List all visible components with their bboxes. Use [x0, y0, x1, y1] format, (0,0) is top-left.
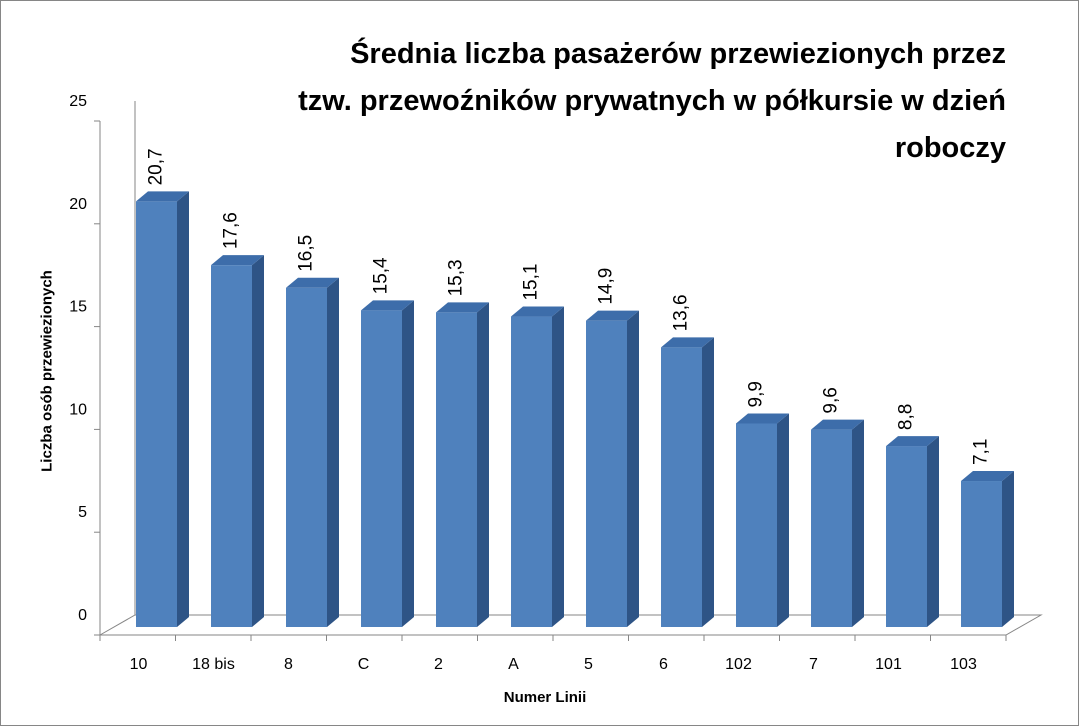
bar: [661, 347, 702, 627]
data-label: 15,4: [371, 257, 392, 294]
bar: [811, 429, 852, 627]
data-label: 17,6: [221, 212, 242, 249]
bar-side: [552, 306, 564, 627]
bar-side: [477, 302, 489, 627]
bar-side: [777, 413, 789, 627]
data-label: 9,9: [746, 381, 767, 407]
bar-side: [327, 277, 339, 627]
chart-title: Średnia liczba pasażerów przewiezionych …: [246, 31, 1006, 172]
bar-top: [436, 302, 489, 313]
data-label: 20,7: [146, 148, 167, 185]
x-tick-label: 102: [725, 656, 752, 673]
data-label: 15,1: [521, 264, 542, 301]
x-tick-label: 18 bis: [192, 656, 235, 673]
x-tick-label: 101: [875, 656, 902, 673]
bar: [736, 423, 777, 627]
bar-top: [136, 191, 189, 202]
bar-top: [661, 337, 714, 348]
bar-top: [511, 306, 564, 317]
x-tick-label: A: [508, 656, 519, 673]
bar: [211, 265, 252, 627]
data-label: 15,3: [446, 259, 467, 296]
x-tick-label: 6: [659, 656, 668, 673]
bar-side: [1002, 471, 1014, 627]
bar: [361, 310, 402, 627]
x-tick-label: 103: [950, 656, 977, 673]
bar-top: [961, 471, 1014, 482]
chart-title-line-3: roboczy: [894, 132, 1006, 164]
bar-side: [402, 300, 414, 627]
bar: [886, 446, 927, 627]
y-tick-label: 25: [69, 93, 87, 110]
data-label: 16,5: [296, 235, 317, 272]
bar: [136, 201, 177, 627]
data-label: 13,6: [671, 294, 692, 331]
chart-title-line-2: tzw. przewoźników prywatnych w półkursie…: [298, 85, 1006, 117]
bar-top: [361, 300, 414, 311]
y-tick-label: 5: [78, 504, 87, 521]
data-label: 7,1: [971, 439, 992, 465]
x-tick-label: C: [358, 656, 370, 673]
x-tick-label: 2: [434, 656, 443, 673]
bar-side: [702, 337, 714, 627]
data-label: 14,9: [596, 268, 617, 305]
x-tick-label: 5: [584, 656, 593, 673]
bar-top: [811, 419, 864, 430]
bar-side: [627, 310, 639, 627]
x-tick-label: 10: [130, 656, 148, 673]
bar: [961, 481, 1002, 627]
data-label: 8,8: [896, 404, 917, 430]
bar: [511, 316, 552, 627]
chart-title-line-1: Średnia liczba pasażerów przewiezionych …: [350, 38, 1006, 70]
bar-top: [736, 413, 789, 424]
bar: [586, 320, 627, 627]
x-axis-label: Numer Linii: [503, 689, 587, 706]
x-tick-label: 8: [284, 656, 293, 673]
bar-side: [177, 191, 189, 627]
bar-top: [586, 310, 639, 321]
bar-top: [286, 277, 339, 288]
bar-side: [852, 419, 864, 627]
bar-side: [927, 436, 939, 627]
bar-top: [211, 255, 264, 266]
data-label: 9,6: [821, 387, 842, 413]
y-tick-label: 15: [69, 299, 87, 316]
bar: [286, 287, 327, 627]
x-tick-label: 7: [809, 656, 818, 673]
y-tick-label: 20: [69, 196, 87, 213]
bar: [436, 312, 477, 627]
y-tick-label: 10: [69, 401, 87, 418]
bar-side: [252, 255, 264, 628]
bar-top: [886, 436, 939, 447]
y-tick-label: 0: [78, 607, 87, 624]
